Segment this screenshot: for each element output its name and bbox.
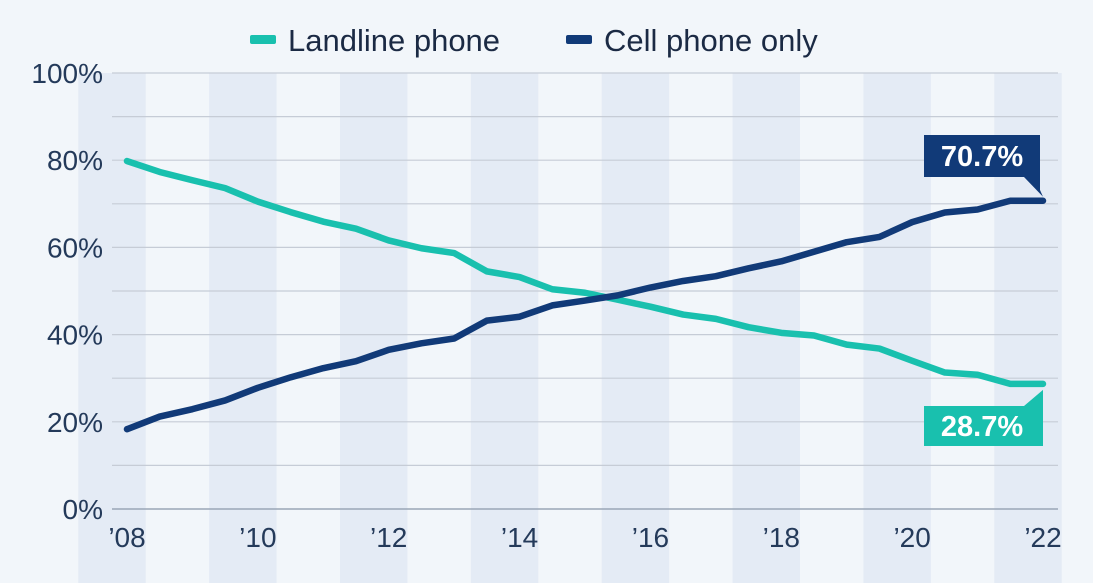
x-axis-ticks: ’08 ’10 ’12 ’14 ’16 ’18 ’20 ’22: [108, 522, 1061, 553]
x-tick-label: ’12: [370, 522, 407, 553]
x-tick-label: ’14: [501, 522, 538, 553]
year-band: [209, 73, 277, 583]
series-line-landline-phone: [123, 157, 1047, 388]
x-tick-label: ’08: [108, 522, 145, 553]
year-band: [78, 73, 146, 583]
callouts: 70.7% 28.7%: [924, 135, 1043, 446]
x-tick-label: ’22: [1024, 522, 1061, 553]
x-tick-label: ’16: [632, 522, 669, 553]
callout-cell-box: [924, 135, 1043, 197]
legend: Landline phone Cell phone only: [250, 23, 818, 58]
series-lines: [123, 157, 1047, 433]
year-bands: [78, 73, 1062, 583]
year-band: [470, 73, 539, 583]
year-band: [601, 73, 670, 583]
y-tick-label: 0%: [63, 494, 103, 525]
legend-label: Landline phone: [288, 23, 500, 58]
year-band: [863, 73, 931, 583]
callout-cell-label: 70.7%: [941, 141, 1023, 173]
callout-landline-label: 28.7%: [941, 411, 1023, 443]
y-tick-label: 20%: [47, 407, 103, 438]
legend-swatch: [566, 35, 592, 44]
gridlines: [112, 72, 1058, 510]
y-tick-label: 60%: [47, 232, 103, 263]
x-tick-label: ’20: [893, 522, 930, 553]
x-tick-label: ’18: [763, 522, 800, 553]
y-tick-label: 40%: [47, 320, 103, 351]
series-line-cell-phone-only: [123, 197, 1047, 433]
legend-label: Cell phone only: [604, 23, 818, 58]
y-axis-ticks: 0% 20% 40% 60% 80% 100%: [31, 58, 103, 525]
y-tick-label: 100%: [31, 58, 103, 89]
y-tick-label: 80%: [47, 145, 103, 176]
legend-swatch: [250, 35, 276, 44]
x-tick-label: ’10: [239, 522, 276, 553]
callout-landline-box: [924, 389, 1043, 446]
year-band: [340, 73, 408, 583]
